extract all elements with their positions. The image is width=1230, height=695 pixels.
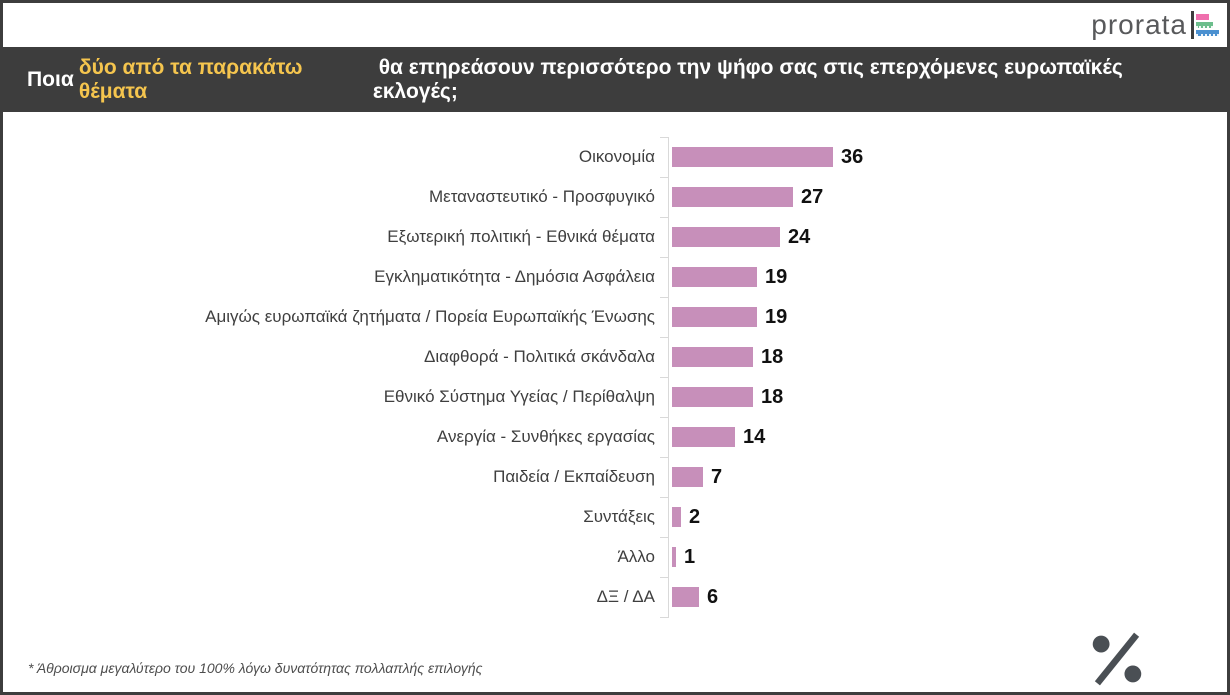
- plot-area: 19: [668, 297, 1227, 337]
- category-label: Παιδεία / Εκπαίδευση: [493, 467, 655, 486]
- category-label: Μεταναστευτικό - Προσφυγικό: [428, 187, 655, 206]
- plot-area: 36: [668, 137, 1227, 177]
- bar: [672, 507, 681, 527]
- bar-row: Ανεργία - Συνθήκες εργασίας 14: [3, 417, 1227, 457]
- plot-area: 7: [668, 457, 1227, 497]
- bar: [672, 587, 699, 607]
- top-strip: prorata: [3, 3, 1227, 47]
- value-label: 24: [788, 225, 811, 248]
- prorata-logo-text: prorata: [1091, 9, 1187, 40]
- category-label: Ανεργία - Συνθήκες εργασίας: [436, 427, 655, 446]
- plot-area: 2: [668, 497, 1227, 537]
- category-label: Εξωτερική πολιτική - Εθνικά θέματα: [387, 227, 655, 246]
- bar-row: Συντάξεις 2: [3, 497, 1227, 537]
- plot-area: 14: [668, 417, 1227, 457]
- category-label: Εγκληματικότητα - Δημόσια Ασφάλεια: [374, 267, 655, 286]
- bar-chart: Οικονομία 36 Μεταναστευτικό - Προσφυγικό 27…: [3, 137, 1227, 619]
- prorata-barchart-icon: [1191, 11, 1219, 39]
- value-label: 18: [761, 345, 784, 368]
- question-title-highlight: δύο από τα παρακάτω θέματα: [78, 55, 309, 103]
- logo-bar-green: [1196, 22, 1213, 28]
- value-label: 1: [684, 545, 696, 568]
- value-label: 7: [711, 465, 723, 488]
- bar-row: Οικονομία 36: [3, 137, 1227, 177]
- question-title-prefix: Ποια: [27, 67, 80, 91]
- bar-row: Παιδεία / Εκπαίδευση 7: [3, 457, 1227, 497]
- plot-area: 18: [668, 337, 1227, 377]
- percent-mark-icon: [1092, 632, 1142, 686]
- bar-row: Μεταναστευτικό - Προσφυγικό 27: [3, 177, 1227, 217]
- value-label: 36: [841, 145, 864, 168]
- bar-row: Άλλο 1: [3, 537, 1227, 577]
- plot-area: 24: [668, 217, 1227, 257]
- logo-axis-bar: [1191, 11, 1194, 39]
- bar: [672, 387, 753, 407]
- value-label: 19: [765, 265, 788, 288]
- plot-area: 18: [668, 377, 1227, 417]
- bar: [672, 547, 676, 567]
- bar-row: ΔΞ / ΔΑ 6: [3, 577, 1227, 617]
- bar: [672, 267, 757, 287]
- category-label: Συντάξεις: [583, 507, 655, 526]
- bar: [672, 307, 757, 327]
- value-label: 2: [689, 505, 701, 528]
- bar: [672, 467, 703, 487]
- value-label: 27: [801, 185, 824, 208]
- bar: [672, 187, 793, 207]
- plot-area: 27: [668, 177, 1227, 217]
- bar-row: Αμιγώς ευρωπαϊκά ζητήματα / Πορεία Ευρωπ…: [3, 297, 1227, 337]
- category-label: Αμιγώς ευρωπαϊκά ζητήματα / Πορεία Ευρωπ…: [205, 307, 655, 326]
- value-label: 6: [707, 585, 719, 608]
- bar: [672, 147, 833, 167]
- plot-area: 19: [668, 257, 1227, 297]
- logo-bar-blue: [1196, 30, 1219, 36]
- category-label: Εθνικό Σύστημα Υγείας / Περίθαλψη: [383, 387, 655, 406]
- footnote: * Άθροισμα μεγαλύτερο του 100% λόγω δυνα…: [28, 660, 483, 676]
- bar-row: Εθνικό Σύστημα Υγείας / Περίθαλψη 18: [3, 377, 1227, 417]
- category-label: Άλλο: [617, 547, 655, 566]
- category-label: Διαφθορά - Πολιτικά σκάνδαλα: [424, 347, 655, 366]
- bar-row: Εγκληματικότητα - Δημόσια Ασφάλεια 19: [3, 257, 1227, 297]
- category-label: Οικονομία: [578, 147, 655, 166]
- question-title: Ποια δύο από τα παρακάτω θέματα θα επηρε…: [3, 47, 1227, 112]
- plot-area: 1: [668, 537, 1227, 577]
- bar: [672, 347, 753, 367]
- value-label: 14: [743, 425, 766, 448]
- plot-area: 6: [668, 577, 1227, 617]
- logo-bar-pink: [1196, 14, 1209, 20]
- value-label: 18: [761, 385, 784, 408]
- prorata-logo: prorata: [1091, 11, 1219, 39]
- bar: [672, 427, 735, 447]
- question-title-suffix: θα επηρεάσουν περισσότερο την ψήφο σας σ…: [372, 55, 1129, 103]
- value-label: 19: [765, 305, 788, 328]
- bar-row: Διαφθορά - Πολιτικά σκάνδαλα 18: [3, 337, 1227, 377]
- category-label: ΔΞ / ΔΑ: [596, 587, 655, 606]
- bar-row: Εξωτερική πολιτική - Εθνικά θέματα 24: [3, 217, 1227, 257]
- bar: [672, 227, 780, 247]
